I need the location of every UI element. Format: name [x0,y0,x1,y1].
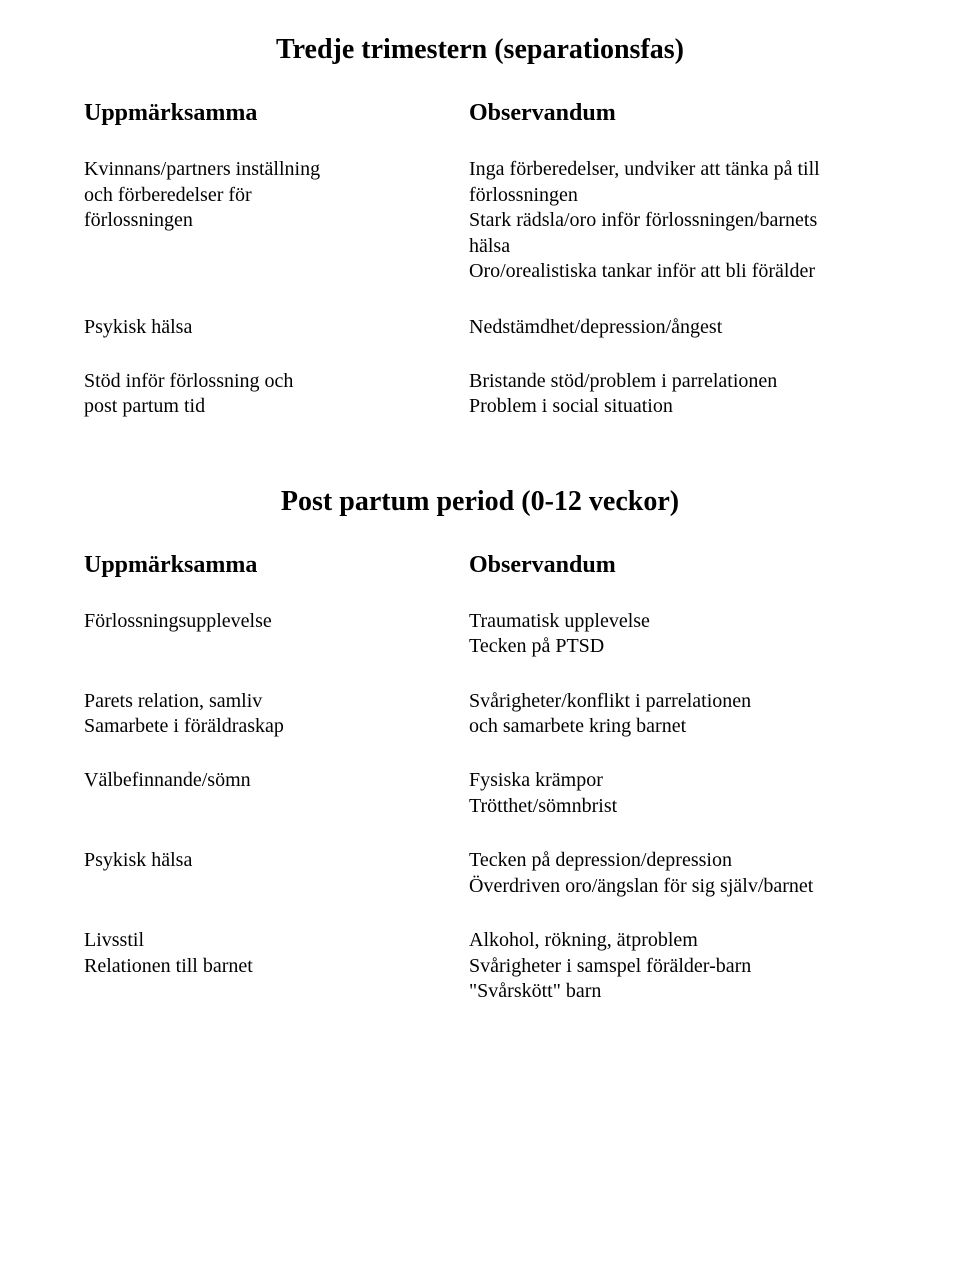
section2-right-row3: Fysiska krämpor Trötthet/sömnbrist [469,768,876,820]
section2-left-row5: Livsstil Relationen till barnet [84,928,469,979]
text-line: Välbefinnande/sömn [84,768,469,794]
section2-right-header: Observandum [469,552,876,579]
text-line: Stöd inför förlossning och [84,369,469,395]
text-line: Psykisk hälsa [84,315,469,341]
section2-left-row3: Välbefinnande/sömn [84,768,469,820]
text-line: Relationen till barnet [84,954,469,980]
text-line: Traumatisk upplevelse [469,609,876,635]
text-line: Alkohol, rökning, ätproblem [469,928,876,954]
text-line: Förlossningsupplevelse [84,609,469,635]
text-line: Bristande stöd/problem i parrelationen [469,369,876,395]
section2-title: Post partum period (0-12 veckor) [84,486,876,518]
text-line: Problem i social situation [469,394,876,420]
section2-columns: Uppmärksamma Förlossningsupplevelse Pare… [84,552,876,1033]
text-line: Livsstil [84,928,469,954]
text-line: Parets relation, samliv [84,689,469,715]
text-line: Överdriven oro/ängslan för sig själv/bar… [469,874,876,900]
section2: Post partum period (0-12 veckor) Uppmärk… [84,486,876,1033]
text-line: Svårigheter i samspel förälder-barn [469,954,876,980]
text-line: Inga förberedelser, undviker att tänka p… [469,157,876,183]
section1-left-row2: Psykisk hälsa [84,315,469,341]
text-line: Nedstämdhet/depression/ångest [469,315,876,341]
section1-right-row2: Nedstämdhet/depression/ångest [469,315,876,341]
section1-left-row1: Kvinnans/partners inställning och förber… [84,157,469,287]
section1-left-row3: Stöd inför förlossning och post partum t… [84,369,469,420]
section2-right-row1: Traumatisk upplevelse Tecken på PTSD [469,609,876,661]
section2-right-col: Observandum Traumatisk upplevelse Tecken… [469,552,876,1033]
text-line: Svårigheter/konflikt i parrelationen [469,689,876,715]
text-line: Tecken på PTSD [469,634,876,660]
text-line: Kvinnans/partners inställning [84,157,469,183]
text-line: och förberedelser för [84,183,469,209]
section1-title: Tredje trimestern (separationsfas) [84,34,876,66]
text-line: Stark rädsla/oro inför förlossningen/bar… [469,208,876,234]
text-line: Trötthet/sömnbrist [469,794,876,820]
section1-right-header: Observandum [469,100,876,127]
section2-left-row1: Förlossningsupplevelse [84,609,469,661]
section2-right-row4: Tecken på depression/depression Överdriv… [469,848,876,900]
text-line: Psykisk hälsa [84,848,469,874]
text-line: förlossningen [469,183,876,209]
text-line: Tecken på depression/depression [469,848,876,874]
section2-left-row4: Psykisk hälsa [84,848,469,900]
section1-right-row1: Inga förberedelser, undviker att tänka p… [469,157,876,287]
section2-right-row2: Svårigheter/konflikt i parrelationen och… [469,689,876,740]
section1-left-header: Uppmärksamma [84,100,469,127]
section1-right-row3: Bristande stöd/problem i parrelationen P… [469,369,876,420]
text-line: förlossningen [84,208,469,234]
text-line: post partum tid [84,394,469,420]
section2-left-col: Uppmärksamma Förlossningsupplevelse Pare… [84,552,469,1033]
page: Tredje trimestern (separationsfas) Uppmä… [0,0,960,1273]
text-line: hälsa [469,234,876,260]
text-line: Samarbete i föräldraskap [84,714,469,740]
text-line: Fysiska krämpor [469,768,876,794]
text-line: "Svårskött" barn [469,979,876,1005]
text-line: Oro/orealistiska tankar inför att bli fö… [469,259,876,285]
section2-right-row5: Alkohol, rökning, ätproblem Svårigheter … [469,928,876,1005]
section1-left-col: Uppmärksamma Kvinnans/partners inställni… [84,100,469,448]
section1-right-col: Observandum Inga förberedelser, undviker… [469,100,876,448]
section2-left-header: Uppmärksamma [84,552,469,579]
section1-columns: Uppmärksamma Kvinnans/partners inställni… [84,100,876,448]
section2-left-row2: Parets relation, samliv Samarbete i förä… [84,689,469,740]
text-line: och samarbete kring barnet [469,714,876,740]
